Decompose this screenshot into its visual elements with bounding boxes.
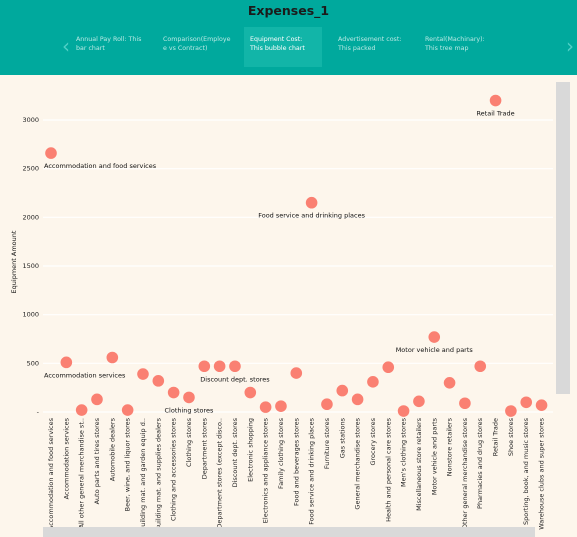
chevron-right-icon[interactable]: › bbox=[566, 34, 574, 58]
bubble-shoe-stores[interactable] bbox=[505, 405, 517, 417]
x-tick-label: Auto parts and tires stores bbox=[93, 417, 101, 504]
bubble-discount-dept-stores[interactable] bbox=[229, 360, 241, 373]
bubble-retail-trade[interactable] bbox=[489, 94, 502, 107]
annotation-motor-vehicle-and-parts: Motor vehicle and parts bbox=[396, 346, 474, 354]
x-tick-label: Men's clothing stores bbox=[400, 417, 408, 487]
bubble-electronic-shopping[interactable] bbox=[244, 386, 257, 399]
x-tick-label: Retail Trade bbox=[492, 418, 500, 456]
y-axis-label: Equipment Amount bbox=[10, 230, 18, 293]
bubbles bbox=[45, 94, 548, 417]
x-tick-label: Nonstore retailers bbox=[446, 417, 454, 476]
annotation-discount-dept-stores: Discount dept. stores bbox=[200, 375, 270, 383]
x-tick-label: Motor vehicle and parts bbox=[430, 417, 438, 495]
annotation-food-service-and-drinking-places: Food service and drinking places bbox=[258, 212, 365, 220]
bubble-clothing-stores[interactable] bbox=[183, 391, 195, 404]
x-tick-label: Pharmacies and drug stores bbox=[476, 417, 484, 509]
x-tick-label: Miscellaneous store retailers bbox=[415, 417, 423, 510]
bubble-grocery-stores[interactable] bbox=[367, 376, 379, 388]
x-tick-label: Department stores bbox=[200, 417, 208, 479]
x-tick-label: Food and beverages stores bbox=[292, 417, 300, 506]
y-tick-label: - bbox=[37, 408, 40, 416]
chevron-left-icon[interactable]: ‹ bbox=[62, 34, 70, 58]
x-tick-label: Warehouse clubs and super stores bbox=[538, 417, 546, 529]
x-tick-label: Clothing and accessories stores bbox=[170, 417, 178, 521]
bubble-all-other-general-merchandise-st[interactable] bbox=[75, 404, 88, 416]
bubble-building-mat-and-supplies-dealers[interactable] bbox=[152, 375, 165, 387]
bubble-accommodation-and-food-services[interactable] bbox=[45, 147, 57, 159]
x-tick-label: Health and personal care stores bbox=[384, 417, 392, 521]
bubble-department-stores[interactable] bbox=[198, 360, 211, 373]
bubble-annotations: Accommodation and food services Accommoda… bbox=[44, 110, 515, 415]
x-tick-label: Discount dept. stores bbox=[231, 417, 239, 487]
x-tick-label: Electronics and appliance stores bbox=[262, 417, 270, 523]
bubble-men-s-clothing-stores[interactable] bbox=[397, 405, 410, 417]
bubble-food-and-beverages-stores[interactable] bbox=[290, 367, 303, 379]
annotation-accommodation-and-food-services: Accommodation and food services bbox=[44, 162, 157, 170]
x-tick-label: Accommodation services bbox=[62, 417, 70, 499]
bubble-furniture-stores[interactable] bbox=[321, 398, 333, 411]
chart-area bbox=[0, 75, 577, 537]
bubble-family-clothing-stores[interactable] bbox=[275, 400, 287, 412]
tab-comparison[interactable]: Comparison(Employe e vs Contract) bbox=[163, 36, 231, 52]
y-tick-label: 2000 bbox=[22, 213, 39, 221]
horizontal-scrollbar[interactable] bbox=[43, 527, 535, 537]
x-tick-label: Building mat. and garden equip d.. bbox=[139, 418, 147, 531]
bubble-motor-vehicle-and-parts[interactable] bbox=[428, 331, 441, 343]
bubble-warehouse-clubs-and-super-stores[interactable] bbox=[535, 399, 548, 411]
x-tick-label: Automobile dealers bbox=[108, 417, 116, 481]
header-bar: Expenses_1 ‹ Annual Pay Roll: This bar c… bbox=[0, 0, 577, 75]
x-tick-label: Family clothing stores bbox=[277, 417, 285, 489]
x-tick-label: Gas stations bbox=[338, 417, 346, 458]
x-tick-label: Electronic shopping bbox=[246, 418, 254, 482]
bubble-automobile-dealers[interactable] bbox=[106, 351, 119, 364]
x-tick-label: Food service and drinking places bbox=[308, 417, 316, 524]
x-tick-label: Accommodation and food services bbox=[47, 417, 55, 530]
bubble-building-mat-and-garden-equip-d[interactable] bbox=[137, 368, 149, 380]
tab-annual-pay-roll[interactable]: Annual Pay Roll: This bar chart bbox=[76, 36, 142, 52]
x-tick-label: General merchandise stores bbox=[354, 417, 362, 509]
tab-rental-machinary[interactable]: Rental(Machinary): This tree map bbox=[425, 36, 485, 52]
x-tick-label: Beer, wine, and liquor stores bbox=[124, 417, 132, 511]
annotation-clothing-stores: Clothing stores bbox=[165, 406, 215, 414]
x-tick-label: Sporting, book, and music stores bbox=[522, 417, 530, 525]
y-tick-label: 1000 bbox=[22, 311, 39, 319]
x-tick-label: Building mat. and supplies dealers bbox=[154, 417, 162, 530]
bubble-sporting-book-and-music-stores[interactable] bbox=[520, 396, 533, 409]
x-tick-label: Department stores (except disco.. bbox=[216, 418, 224, 529]
bubble-miscellaneous-store-retailers[interactable] bbox=[413, 395, 425, 408]
page-title: Expenses_1 bbox=[247, 3, 330, 18]
x-tick-label: Clothing stores bbox=[185, 417, 193, 467]
vertical-scrollbar[interactable] bbox=[556, 82, 570, 394]
bubble-health-and-personal-care-stores[interactable] bbox=[382, 361, 395, 374]
bubble-electronics-and-appliance-stores[interactable] bbox=[259, 401, 272, 413]
bubble-auto-parts-and-tires-stores[interactable] bbox=[91, 393, 103, 406]
annotation-retail-trade: Retail Trade bbox=[476, 110, 514, 118]
x-tick-label: Furniture stores bbox=[323, 417, 331, 469]
x-tick-label: All other general merchandise st.. bbox=[78, 418, 86, 528]
x-tick-label: Other general merchandise stores bbox=[461, 417, 469, 529]
x-axis-tick-labels: Accommodation and food services Accommoda… bbox=[47, 417, 546, 531]
bubble-other-general-merchandise-stores[interactable] bbox=[459, 397, 471, 410]
x-tick-label: Shoe stores bbox=[507, 417, 515, 456]
y-tick-label: 1500 bbox=[22, 262, 39, 270]
bubble-general-merchandise-stores[interactable] bbox=[351, 393, 364, 406]
y-tick-label: 500 bbox=[27, 359, 39, 367]
y-tick-label: 3000 bbox=[22, 116, 39, 124]
tab-advertisement-cost[interactable]: Advertisement cost: This packed bbox=[338, 36, 402, 52]
bubble-beer-wine-and-liquor-stores[interactable] bbox=[121, 404, 134, 416]
x-tick-label: Grocery stores bbox=[369, 417, 377, 465]
tab-equipment-cost[interactable]: Equipment Cost: This bubble chart bbox=[244, 27, 322, 67]
bubble-food-service-and-drinking-places[interactable] bbox=[305, 196, 318, 209]
y-tick-label: 2500 bbox=[22, 165, 39, 173]
bubble-clothing-and-accessories-stores[interactable] bbox=[167, 386, 180, 399]
bubble-accommodation-services[interactable] bbox=[60, 356, 73, 369]
bubble-department-stores-except-disco[interactable] bbox=[213, 360, 226, 373]
bubble-gas-stations[interactable] bbox=[336, 384, 349, 397]
bubble-pharmacies-and-drug-stores[interactable] bbox=[474, 360, 487, 373]
annotation-accommodation-services: Accommodation services bbox=[44, 371, 126, 379]
bubble-nonstore-retailers[interactable] bbox=[443, 377, 456, 389]
y-axis: - 500 1000 1500 2000 2500 3000 bbox=[22, 116, 39, 416]
